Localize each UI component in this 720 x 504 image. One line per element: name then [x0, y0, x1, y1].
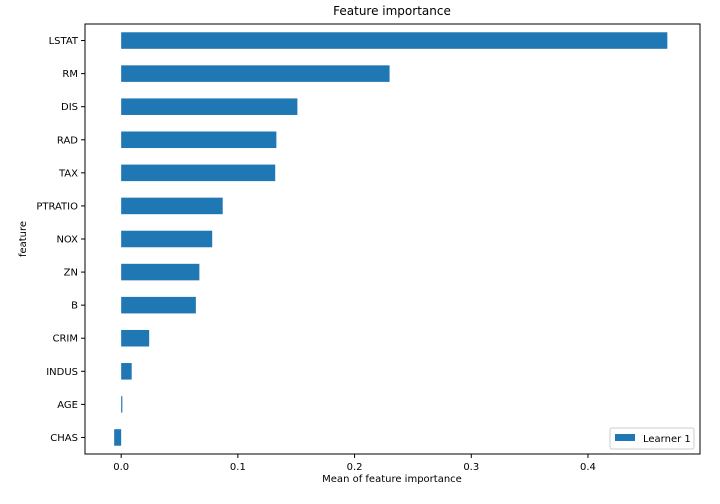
bar-ptratio: [121, 197, 223, 215]
legend-label: Learner 1: [643, 434, 691, 445]
y-tick-label: AGE: [57, 400, 78, 411]
y-tick-label: B: [71, 301, 78, 312]
chart-title: Feature importance: [333, 4, 451, 18]
y-tick-label: CRIM: [52, 334, 78, 345]
bar-indus: [121, 363, 132, 380]
bar-age: [121, 396, 123, 413]
y-tick-label: RM: [62, 69, 78, 80]
bar-chas: [114, 429, 122, 446]
y-tick-label: RAD: [57, 135, 78, 146]
x-tick-label: 0.3: [463, 462, 479, 473]
bar-crim: [121, 329, 150, 347]
legend: Learner 1: [609, 427, 695, 450]
y-axis-ticks: LSTAT RM DIS RAD TAX PTRATIO NOX ZN B CRIM INDUS AG…: [36, 36, 85, 444]
bar-rad: [121, 131, 277, 149]
y-tick-label: INDUS: [46, 367, 78, 378]
bar-rm: [121, 65, 390, 82]
bars-group: [114, 32, 668, 446]
bar-lstat: [121, 32, 668, 49]
x-tick-label: 0.0: [113, 462, 129, 473]
legend-swatch: [615, 434, 635, 441]
bar-b: [121, 296, 196, 314]
y-axis-label: feature: [18, 221, 29, 257]
bar-zn: [121, 263, 200, 281]
y-tick-label: ZN: [64, 268, 78, 279]
legend-box: [609, 427, 695, 450]
x-tick-label: 0.2: [347, 462, 363, 473]
x-tick-label: 0.1: [230, 462, 246, 473]
plot-frame: [84, 23, 701, 455]
bar-dis: [121, 98, 298, 115]
y-tick-label: DIS: [61, 102, 78, 113]
bar-nox: [121, 230, 213, 248]
x-axis-ticks: 0.0 0.1 0.2 0.3 0.4: [113, 454, 596, 473]
y-tick-label: LSTAT: [49, 36, 79, 47]
x-axis-label: Mean of feature importance: [322, 474, 462, 485]
y-tick-label: PTRATIO: [36, 201, 78, 212]
x-tick-label: 0.4: [580, 462, 596, 473]
y-tick-label: TAX: [58, 168, 78, 179]
y-tick-label: NOX: [56, 235, 78, 246]
y-tick-label: CHAS: [50, 433, 78, 444]
bar-tax: [121, 164, 276, 182]
